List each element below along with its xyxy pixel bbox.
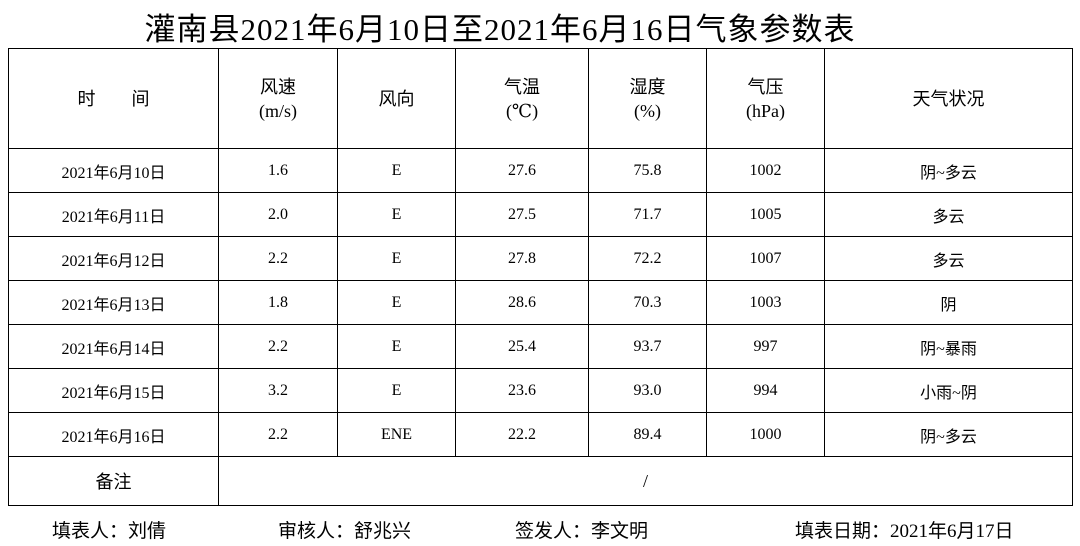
cell: 27.6 [455,148,589,193]
header-cell: 风向 [337,48,456,149]
cell: 阴~多云 [824,412,1073,457]
data-row: 2021年6月13日 1.8 E 28.6 70.3 1003 阴 [8,280,1073,325]
data-row: 2021年6月11日 2.0 E 27.5 71.7 1005 多云 [8,192,1073,237]
cell: 2.2 [218,236,338,281]
header-cell: 气温 (℃) [455,48,589,149]
header-text: 气温 [504,76,540,97]
cell: 997 [706,324,825,369]
cell: 23.6 [455,368,589,413]
cell: E [337,236,456,281]
header-cell: 时 间 [8,48,219,149]
cell: 71.7 [588,192,707,237]
header-text: 气压 [747,76,784,97]
data-row: 2021年6月12日 2.2 E 27.8 72.2 1007 多云 [8,236,1073,281]
weather-table: 时 间 风速 (m/s) 风向 气温 (℃) 湿度 (%) 气压 (hPa) 天气状况 2021年6月… [8,48,1073,506]
cell: 2021年6月10日 [8,148,219,193]
cell: 2021年6月16日 [8,412,219,457]
header-text: 湿度 [629,76,666,97]
title: 灌南县2021年6月10日至2021年6月16日气象参数表 [144,12,856,47]
header-cell: 天气状况 [824,48,1073,149]
cell: 多云 [824,236,1073,281]
footer: 填表人：刘倩 审核人：舒兆兴 签发人：李文明 填表日期：2021年6月17日 [0,516,1080,542]
header-row: 时 间 风速 (m/s) 风向 气温 (℃) 湿度 (%) 气压 (hPa) 天气状况 [8,48,1073,149]
cell: E [337,368,456,413]
cell: E [337,192,456,237]
header-text: 风速 [260,76,296,97]
cell: 2021年6月14日 [8,324,219,369]
header-text: (%) [634,100,661,121]
footer-text: 填表日期：2021年6月17日 [795,521,1014,542]
footer-text: 填表人：刘倩 [52,521,167,542]
header-text: (℃) [505,100,539,121]
footer-text: 审核人：舒兆兴 [278,521,412,542]
data-row: 2021年6月10日 1.6 E 27.6 75.8 1002 阴~多云 [8,148,1073,193]
cell: E [337,280,456,325]
cell: 1002 [706,148,825,193]
remark-row: 备注 / [8,456,1073,506]
header-text: 天气状况 [912,88,985,109]
cell: 22.2 [455,412,589,457]
cell: 2021年6月15日 [8,368,219,413]
data-row: 2021年6月16日 2.2 ENE 22.2 89.4 1000 阴~多云 [8,412,1073,457]
cell: 89.4 [588,412,707,457]
cell: 阴 [824,280,1073,325]
remark-label: 备注 [8,456,219,506]
cell: 小雨~阴 [824,368,1073,413]
data-row: 2021年6月15日 3.2 E 23.6 93.0 994 小雨~阴 [8,368,1073,413]
cell: 1007 [706,236,825,281]
cell: 27.8 [455,236,589,281]
cell: 2.2 [218,412,338,457]
cell: 2.0 [218,192,338,237]
cell: 阴~多云 [824,148,1073,193]
cell: 1003 [706,280,825,325]
cell: 994 [706,368,825,413]
header-text: 时 间 [77,88,150,109]
cell: 93.0 [588,368,707,413]
header-cell: 气压 (hPa) [706,48,825,149]
cell: 28.6 [455,280,589,325]
remark-value: / [218,456,1073,506]
cell: 70.3 [588,280,707,325]
cell: 1.6 [218,148,338,193]
header-text: (m/s) [259,100,297,121]
cell: 2.2 [218,324,338,369]
cell: 1005 [706,192,825,237]
footer-text: 签发人：李文明 [515,521,649,542]
cell: 2021年6月11日 [8,192,219,237]
cell: 3.2 [218,368,338,413]
header-text: 风向 [378,88,415,109]
cell: 2021年6月13日 [8,280,219,325]
cell: E [337,324,456,369]
data-row: 2021年6月14日 2.2 E 25.4 93.7 997 阴~暴雨 [8,324,1073,369]
header-cell: 风速 (m/s) [218,48,338,149]
cell: 1.8 [218,280,338,325]
cell: 多云 [824,192,1073,237]
cell: 93.7 [588,324,707,369]
cell: 27.5 [455,192,589,237]
cell: 25.4 [455,324,589,369]
cell: 阴~暴雨 [824,324,1073,369]
cell: 75.8 [588,148,707,193]
cell: 72.2 [588,236,707,281]
cell: ENE [337,412,456,457]
header-cell: 湿度 (%) [588,48,707,149]
header-text: (hPa) [746,100,785,121]
cell: E [337,148,456,193]
cell: 1000 [706,412,825,457]
cell: 2021年6月12日 [8,236,219,281]
